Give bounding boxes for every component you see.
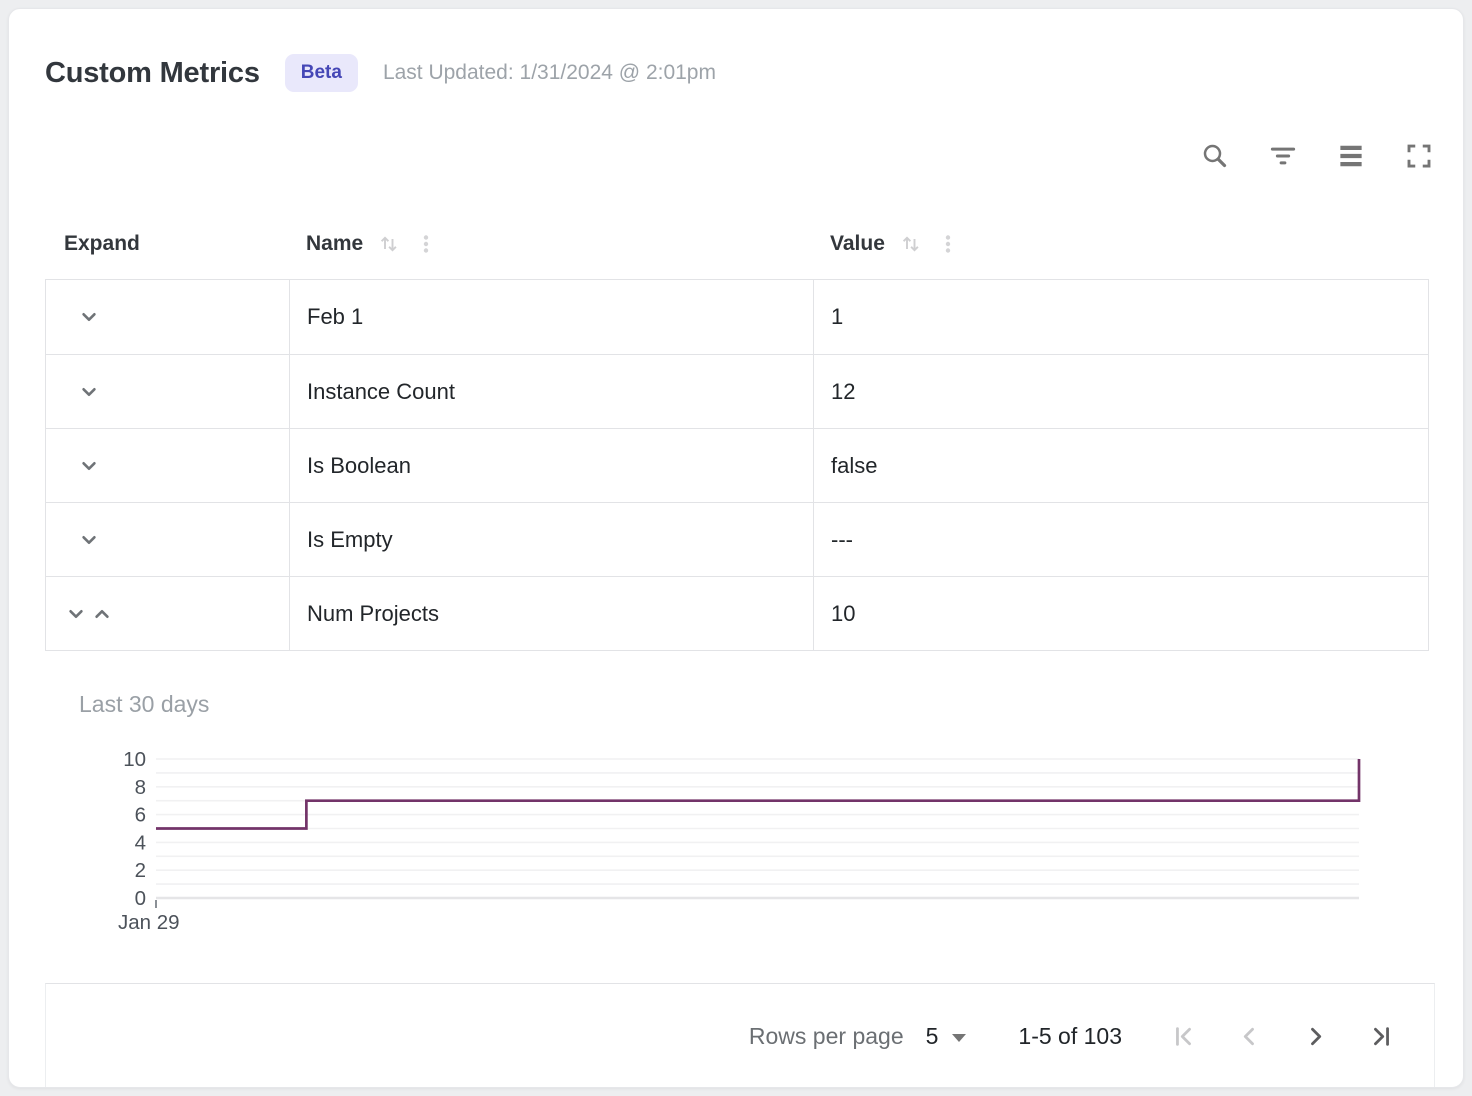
rows-per-page-label: Rows per page xyxy=(748,1023,904,1049)
column-menu-icon[interactable] xyxy=(414,232,438,256)
metric-value: 10 xyxy=(831,600,856,626)
detail-panel-title: Last 30 days xyxy=(79,691,210,717)
metric-chart: 0 2 4 6 8 10 Jan 29 xyxy=(118,749,1361,934)
chevron-right-icon xyxy=(1301,1022,1330,1051)
y-axis-tick-label: 10 xyxy=(123,749,146,771)
last-page-button[interactable] xyxy=(1358,1014,1404,1060)
fullscreen-button[interactable] xyxy=(1403,140,1435,172)
chevron-down-icon xyxy=(76,527,102,553)
expand-cell xyxy=(46,355,290,428)
chevron-down-icon xyxy=(76,379,102,405)
expand-toggle-button[interactable] xyxy=(72,375,106,409)
metric-name: Is Empty xyxy=(290,503,814,576)
rows-per-page-value: 5 xyxy=(925,1023,939,1049)
search-icon xyxy=(1200,141,1230,171)
column-header-expand: Expand xyxy=(45,232,289,256)
table-row: Is Boolean false xyxy=(46,428,1428,502)
search-button[interactable] xyxy=(1199,140,1231,172)
page-title: Custom Metrics xyxy=(45,56,260,89)
chevron-left-icon xyxy=(1235,1022,1264,1051)
expand-toggle-button[interactable] xyxy=(72,523,106,557)
expand-toggle-button[interactable] xyxy=(72,300,106,334)
select-caret-icon xyxy=(952,1034,967,1042)
pagination-range-label: 1-5 of 103 xyxy=(1018,1023,1122,1049)
column-menu-icon[interactable] xyxy=(936,232,960,256)
page-header: Custom Metrics Beta Last Updated: 1/31/2… xyxy=(45,9,1463,95)
detail-panel-chart: 0 2 4 6 8 10 Jan 29 xyxy=(109,749,1463,939)
column-header-value[interactable]: Value xyxy=(813,231,1429,257)
last-updated-text: Last Updated: 1/31/2024 @ 2:01pm xyxy=(382,61,716,84)
step-line-series xyxy=(156,759,1361,830)
metric-value: false xyxy=(831,452,878,478)
first-page-button[interactable] xyxy=(1160,1014,1206,1060)
custom-metrics-card: Custom Metrics Beta Last Updated: 1/31/2… xyxy=(8,8,1464,1088)
column-header-name-label: Name xyxy=(306,232,364,255)
column-header-value-label: Value xyxy=(830,232,885,255)
filter-icon xyxy=(1268,141,1298,171)
grid-toolbar xyxy=(45,141,1463,171)
expand-toggle-button[interactable] xyxy=(69,597,109,631)
metric-name: Instance Count xyxy=(290,355,814,428)
prev-page-button[interactable] xyxy=(1226,1014,1272,1060)
filter-button[interactable] xyxy=(1267,140,1299,172)
metric-name: Feb 1 xyxy=(290,280,814,354)
expand-cell xyxy=(46,280,290,354)
fullscreen-icon xyxy=(1404,141,1434,171)
y-axis-tick-label: 0 xyxy=(135,887,146,910)
chevron-down-icon xyxy=(63,601,89,627)
expand-cell xyxy=(46,429,290,502)
table-header-row: Expand Name Value xyxy=(45,215,1429,273)
pagination-footer: Rows per page 5 1-5 of 103 xyxy=(45,983,1435,1087)
metric-value: --- xyxy=(831,526,853,552)
last-page-icon xyxy=(1367,1022,1396,1051)
chevron-down-icon xyxy=(76,304,102,330)
x-axis-tick-label: Jan 29 xyxy=(118,911,180,934)
y-axis-tick-label: 2 xyxy=(135,859,146,882)
metric-name: Num Projects xyxy=(290,577,814,650)
table-row: Is Empty --- xyxy=(46,502,1428,576)
metric-value: 1 xyxy=(831,304,844,329)
sort-icon[interactable] xyxy=(376,231,402,257)
table-body: Feb 1 1 Instance Count 12 xyxy=(45,279,1429,651)
table-row: Instance Count 12 xyxy=(46,354,1428,428)
expand-cell xyxy=(46,503,290,576)
column-header-name[interactable]: Name xyxy=(289,231,813,257)
first-page-icon xyxy=(1169,1022,1198,1051)
column-header-expand-label: Expand xyxy=(64,232,140,255)
table-row: Num Projects 10 xyxy=(46,576,1428,650)
metric-value: 12 xyxy=(831,378,856,404)
rows-per-page-select[interactable]: 5 xyxy=(926,1023,967,1050)
y-axis-tick-label: 8 xyxy=(135,776,146,799)
chevron-down-icon xyxy=(76,453,102,479)
next-page-button[interactable] xyxy=(1292,1014,1338,1060)
density-button[interactable] xyxy=(1335,140,1367,172)
beta-badge: Beta xyxy=(284,53,358,93)
density-icon xyxy=(1336,141,1366,171)
chevron-up-icon xyxy=(89,601,115,627)
y-axis-tick-label: 4 xyxy=(135,831,146,854)
y-axis-tick-label: 6 xyxy=(135,804,146,827)
sort-icon[interactable] xyxy=(898,231,924,257)
pagination-buttons xyxy=(1160,1014,1404,1060)
expand-cell xyxy=(46,577,290,650)
expand-toggle-button[interactable] xyxy=(72,449,106,483)
metric-name: Is Boolean xyxy=(290,429,814,502)
table-row: Feb 1 1 xyxy=(46,280,1428,354)
